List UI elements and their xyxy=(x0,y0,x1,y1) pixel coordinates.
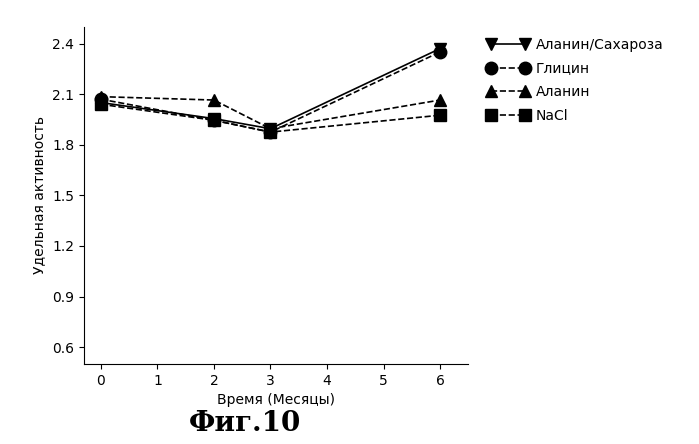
Глицин xyxy=(210,118,218,123)
Аланин xyxy=(96,94,105,99)
Y-axis label: Удельная активность: Удельная активность xyxy=(32,116,46,274)
Аланин xyxy=(436,97,445,103)
X-axis label: Время (Месяцы): Время (Месяцы) xyxy=(217,393,335,407)
Глицин xyxy=(436,49,445,55)
NaCl xyxy=(96,102,105,107)
Line: Аланин: Аланин xyxy=(94,91,447,135)
Line: Глицин: Глицин xyxy=(94,46,447,139)
Legend: Аланин/Сахароза, Глицин, Аланин, NaCl: Аланин/Сахароза, Глицин, Аланин, NaCl xyxy=(483,34,668,127)
Аланин/Сахароза xyxy=(96,100,105,105)
Аланин xyxy=(266,126,275,131)
Глицин xyxy=(96,96,105,102)
Аланин/Сахароза xyxy=(436,46,445,51)
NaCl xyxy=(436,113,445,118)
Text: Фиг.10: Фиг.10 xyxy=(189,410,301,437)
NaCl xyxy=(266,130,275,135)
Аланин xyxy=(210,97,218,103)
Глицин xyxy=(266,130,275,135)
NaCl xyxy=(210,118,218,123)
Аланин/Сахароза xyxy=(266,126,275,131)
Аланин/Сахароза xyxy=(210,116,218,121)
Line: Аланин/Сахароза: Аланин/Сахароза xyxy=(94,42,447,135)
Line: NaCl: NaCl xyxy=(94,98,447,139)
